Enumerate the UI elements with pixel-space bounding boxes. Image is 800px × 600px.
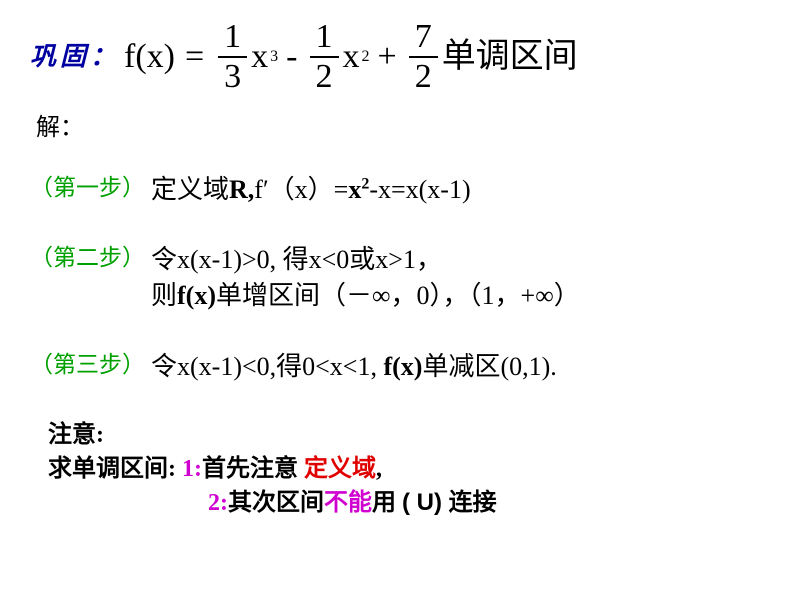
frac-7-2: 7 2 <box>409 20 438 94</box>
n3e: ( U) <box>402 489 449 516</box>
solve-label: 解： <box>36 112 770 146</box>
s3-p2: f(x) <box>383 352 422 381</box>
s3-p1: 令x(x-1)<0,得0<x<1, <box>151 352 383 381</box>
note-l1: 注意: <box>48 419 770 453</box>
step3-row: （第三步） 令x(x-1)<0,得0<x<1, f(x)单减区(0,1). <box>30 349 770 385</box>
step2-line1: 令x(x-1)>0, 得x<0或x>1， <box>151 242 580 278</box>
s1-p1: 定义域 <box>151 175 229 204</box>
step3-text: 令x(x-1)<0,得0<x<1, f(x)单减区(0,1). <box>151 349 557 385</box>
tail-cn: 单调区间 <box>442 33 578 81</box>
s1-p4: x <box>348 175 361 204</box>
den2: 2 <box>310 58 339 94</box>
note-block: 注意: 求单调区间: 1:首先注意 定义域, 2:其次区间不能用 ( U) 连接 <box>48 419 770 521</box>
s2-l2a: 则 <box>151 281 177 310</box>
step2-text: 令x(x-1)>0, 得x<0或x>1， 则f(x)单增区间（－∞，0），（1，… <box>151 242 580 315</box>
den3: 2 <box>409 58 438 94</box>
n2c: 首先注意 <box>202 456 304 482</box>
s1-p6: -x=x(x-1) <box>369 175 470 204</box>
n3d: 用 <box>372 490 402 516</box>
n2e: , <box>376 456 382 482</box>
title-label: 巩固： <box>30 39 120 75</box>
n2d: 定义域 <box>304 456 376 482</box>
x1: x <box>251 33 268 81</box>
step3-label: （第三步） <box>30 349 145 381</box>
num2: 1 <box>310 20 339 58</box>
n3c: 不能 <box>324 490 372 516</box>
step1-text: 定义域R,f′（x）=x2-x=x(x-1) <box>151 172 471 208</box>
frac-1-3: 1 3 <box>218 20 247 94</box>
s2-l2c: 单增区间（－∞，0），（1，+∞） <box>216 281 580 310</box>
n2b: 1: <box>182 456 202 482</box>
equals: = <box>185 33 204 81</box>
den1: 3 <box>218 58 247 94</box>
f-of-x: f(x) <box>124 33 175 81</box>
n3f: 连接 <box>449 490 497 516</box>
step2-line2: 则f(x)单增区间（－∞，0），（1，+∞） <box>151 278 580 314</box>
n3a: 2: <box>208 490 228 516</box>
pow2: 2 <box>362 46 370 68</box>
s2-l2b: f(x) <box>177 281 216 310</box>
n2a: 求单调区间: <box>48 456 182 482</box>
num3: 7 <box>409 20 438 58</box>
frac-1-2: 1 2 <box>310 20 339 94</box>
step1-label: （第一步） <box>30 172 145 204</box>
s1-p2: R, <box>229 175 254 204</box>
main-formula: f(x) = 1 3 x 3 - 1 2 x 2 + 7 2 单调区间 <box>124 20 578 94</box>
s1-p3: f′（x）= <box>254 175 348 204</box>
x2: x <box>343 33 360 81</box>
step2-label: （第二步） <box>30 242 145 274</box>
pow3: 3 <box>270 46 278 68</box>
n3b: 其次区间 <box>228 490 324 516</box>
s3-p3: 单减区(0,1). <box>422 352 556 381</box>
title-row: 巩固： f(x) = 1 3 x 3 - 1 2 x 2 + 7 2 单调区间 <box>30 20 770 94</box>
minus: - <box>286 33 297 81</box>
note-l3: 2:其次区间不能用 ( U) 连接 <box>208 486 770 521</box>
step1-row: （第一步） 定义域R,f′（x）=x2-x=x(x-1) <box>30 172 770 208</box>
note-l2: 求单调区间: 1:首先注意 定义域, <box>48 453 770 487</box>
step2-row: （第二步） 令x(x-1)>0, 得x<0或x>1， 则f(x)单增区间（－∞，… <box>30 242 770 315</box>
plus: + <box>378 33 397 81</box>
num1: 1 <box>218 20 247 58</box>
